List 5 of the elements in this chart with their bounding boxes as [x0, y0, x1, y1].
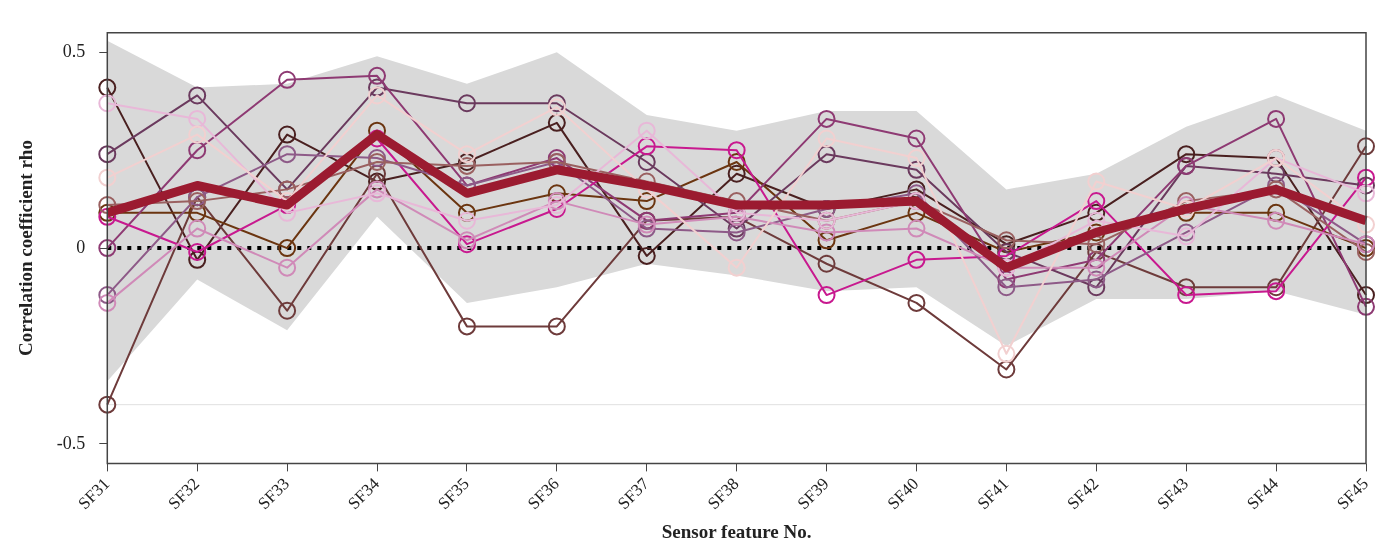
x-axis-title: Sensor feature No. — [661, 520, 812, 542]
y-tick-label: -0.5 — [56, 432, 86, 453]
y-tick-label: 0.5 — [62, 41, 86, 62]
y-axis-title: Correlation coefficient rho — [15, 140, 37, 357]
y-tick-label: 0 — [76, 236, 86, 257]
